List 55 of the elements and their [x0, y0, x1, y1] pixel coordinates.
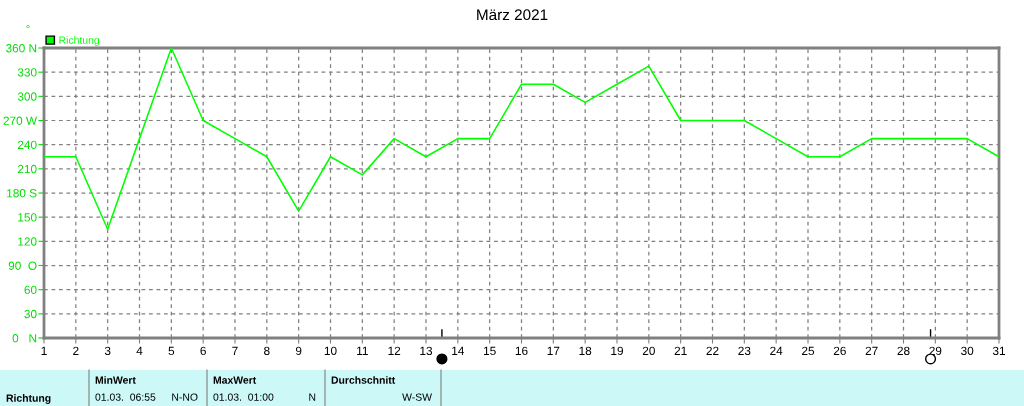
x-tick-label: 22 — [706, 346, 719, 355]
text: N — [309, 393, 316, 401]
text: Richtung — [6, 394, 51, 404]
y-tick-label: 360 N — [6, 44, 37, 53]
x-tick-label: 9 — [295, 346, 302, 355]
text: N-NO — [172, 393, 198, 401]
x-tick-label: 6 — [200, 346, 206, 355]
y-tick-label: 90 O — [8, 261, 37, 270]
x-tick-label: 4 — [136, 346, 143, 355]
text: Durchschnitt — [331, 376, 396, 384]
text: W-SW — [402, 393, 432, 401]
x-tick-label: 16 — [515, 346, 528, 355]
y-tick-label: 150 — [18, 213, 37, 222]
legend-label: Richtung — [59, 36, 100, 46]
x-tick-label: 8 — [264, 346, 270, 355]
x-tick-label: 30 — [961, 346, 974, 355]
x-tick-label: 28 — [897, 346, 910, 355]
x-tick-label: 23 — [738, 346, 751, 355]
x-tick-label: 31 — [992, 346, 1005, 355]
x-tick-label: 27 — [865, 346, 878, 355]
x-tick-label: 5 — [168, 346, 175, 355]
text: MinWert — [95, 376, 136, 384]
x-tick-label: 15 — [484, 346, 496, 355]
x-tick-label: 21 — [674, 346, 687, 355]
text: 01.03. 01:00 — [213, 393, 274, 401]
y-tick-label: 180 S — [7, 189, 37, 198]
y-axis-title: ° — [26, 25, 30, 29]
x-tick-label: 18 — [579, 346, 592, 355]
x-tick-label: 20 — [642, 346, 655, 355]
y-tick-label: 300 — [17, 92, 37, 101]
x-tick-label: 1 — [41, 346, 47, 355]
y-tick-label: 0 N — [12, 334, 37, 343]
y-tick-label: 120 — [18, 237, 37, 246]
y-tick-label: 270 W — [3, 116, 38, 125]
x-tick-label: 25 — [802, 346, 815, 355]
chart-title: März 2021 — [477, 9, 548, 21]
text: 01.03. 06:55 — [95, 393, 156, 401]
x-tick-label: 19 — [611, 346, 624, 355]
text: MaxWert — [213, 376, 257, 384]
x-tick-label: 10 — [324, 346, 337, 355]
x-tick-label: 13 — [420, 346, 433, 355]
x-tick-label: 2 — [73, 346, 79, 355]
x-tick-label: 17 — [547, 346, 560, 355]
x-tick-label: 26 — [833, 346, 846, 355]
x-tick-label: 12 — [388, 346, 401, 355]
y-tick-label: 330 — [17, 68, 37, 77]
x-tick-label: 3 — [104, 346, 111, 355]
x-tick-label: 7 — [232, 346, 238, 355]
x-tick-label: 11 — [357, 346, 368, 355]
x-tick-label: 24 — [770, 346, 783, 355]
y-tick-label: 210 — [17, 164, 37, 174]
y-tick-label: 240 — [17, 140, 37, 150]
y-tick-label: 60 — [24, 285, 37, 295]
y-tick-label: 30 — [24, 309, 37, 319]
x-tick-label: 14 — [452, 346, 465, 355]
